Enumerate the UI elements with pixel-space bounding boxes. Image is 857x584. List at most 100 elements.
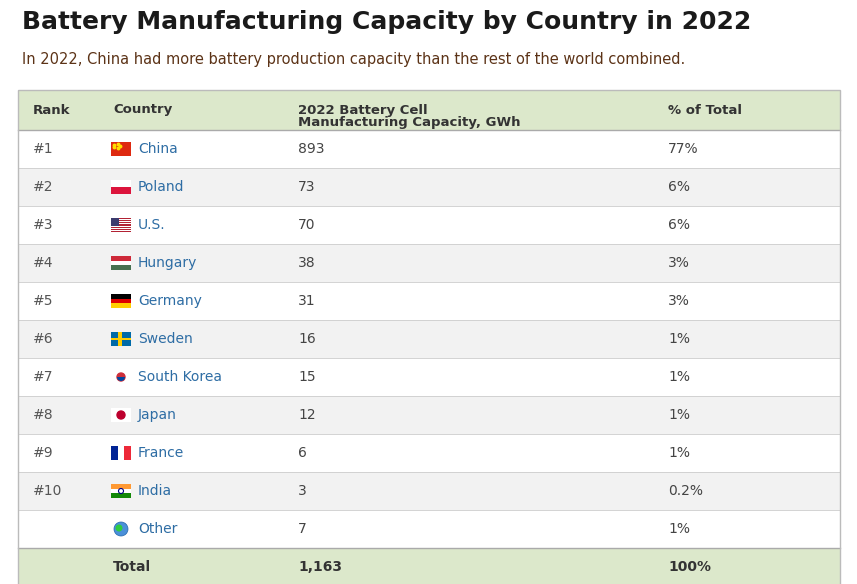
Text: 100%: 100% [668, 560, 711, 574]
Bar [18, 396, 840, 434]
Bar [111, 221, 131, 223]
Circle shape [117, 411, 125, 419]
Bar [111, 303, 131, 308]
Text: South Korea: South Korea [138, 370, 222, 384]
Text: 73: 73 [298, 180, 315, 194]
Bar [111, 298, 131, 303]
Text: 6%: 6% [668, 218, 690, 232]
Bar [111, 294, 131, 298]
Circle shape [116, 524, 123, 531]
Bar [18, 434, 840, 472]
Text: Rank: Rank [33, 103, 70, 116]
Text: China: China [138, 142, 177, 156]
Bar [18, 510, 840, 548]
Text: U.S.: U.S. [138, 218, 165, 232]
Bar [111, 223, 131, 224]
Text: #4: #4 [33, 256, 53, 270]
Bar [111, 256, 131, 260]
Text: 15: 15 [298, 370, 315, 384]
Bar [18, 90, 840, 584]
Bar [111, 218, 131, 219]
Bar [111, 230, 131, 231]
Bar [111, 370, 131, 384]
Bar [111, 187, 131, 194]
Text: Japan: Japan [138, 408, 177, 422]
Text: 2022 Battery Cell: 2022 Battery Cell [298, 104, 428, 117]
Bar [111, 219, 131, 220]
Text: Hungary: Hungary [138, 256, 197, 270]
Bar [18, 90, 840, 130]
Bar [111, 489, 131, 493]
Text: Total: Total [113, 560, 151, 574]
Text: Sweden: Sweden [138, 332, 193, 346]
Text: 16: 16 [298, 332, 315, 346]
Text: 3%: 3% [668, 294, 690, 308]
Text: Country: Country [113, 103, 172, 116]
Text: Other: Other [138, 522, 177, 536]
Bar [18, 168, 840, 206]
Bar [111, 225, 131, 227]
Text: Battery Manufacturing Capacity by Country in 2022: Battery Manufacturing Capacity by Countr… [22, 10, 752, 34]
Bar [18, 206, 840, 244]
Bar [18, 282, 840, 320]
Wedge shape [117, 377, 125, 381]
Text: #9: #9 [33, 446, 54, 460]
Text: #1: #1 [33, 142, 54, 156]
Bar [18, 472, 840, 510]
Bar [18, 130, 840, 168]
Bar [111, 260, 131, 265]
Text: 0.2%: 0.2% [668, 484, 703, 498]
Text: #5: #5 [33, 294, 53, 308]
Text: France: France [138, 446, 184, 460]
Bar [118, 332, 122, 346]
Text: 38: 38 [298, 256, 315, 270]
Bar [111, 231, 131, 232]
Text: #2: #2 [33, 180, 53, 194]
Bar [111, 227, 131, 228]
Bar [111, 493, 131, 498]
Text: 893: 893 [298, 142, 325, 156]
Bar [124, 446, 131, 460]
Text: In 2022, China had more battery production capacity than the rest of the world c: In 2022, China had more battery producti… [22, 52, 686, 67]
Circle shape [114, 522, 128, 536]
Text: #8: #8 [33, 408, 54, 422]
Text: 1%: 1% [668, 370, 690, 384]
Text: India: India [138, 484, 172, 498]
Bar [111, 142, 131, 156]
Bar [18, 358, 840, 396]
Bar [111, 265, 131, 270]
Bar [111, 408, 131, 422]
Text: Poland: Poland [138, 180, 184, 194]
Text: #10: #10 [33, 484, 63, 498]
Bar [111, 228, 131, 229]
Text: #3: #3 [33, 218, 53, 232]
Bar [111, 484, 131, 489]
Bar [111, 218, 119, 225]
Text: 6: 6 [298, 446, 307, 460]
Text: 3%: 3% [668, 256, 690, 270]
Text: 77%: 77% [668, 142, 698, 156]
Text: 3: 3 [298, 484, 307, 498]
Circle shape [117, 373, 125, 381]
Bar [111, 332, 131, 346]
Text: Manufacturing Capacity, GWh: Manufacturing Capacity, GWh [298, 116, 520, 129]
Text: Germany: Germany [138, 294, 202, 308]
Bar [18, 548, 840, 584]
Text: 7: 7 [298, 522, 307, 536]
Bar [18, 320, 840, 358]
Text: 70: 70 [298, 218, 315, 232]
Text: % of Total: % of Total [668, 103, 742, 116]
Text: 1%: 1% [668, 522, 690, 536]
Text: 12: 12 [298, 408, 315, 422]
Bar [111, 338, 131, 340]
Bar [18, 244, 840, 282]
Text: #6: #6 [33, 332, 54, 346]
Bar [111, 224, 131, 225]
Text: 6%: 6% [668, 180, 690, 194]
Text: 1%: 1% [668, 446, 690, 460]
Text: 1,163: 1,163 [298, 560, 342, 574]
Bar [111, 220, 131, 221]
Text: #7: #7 [33, 370, 53, 384]
Text: 1%: 1% [668, 332, 690, 346]
Bar [111, 180, 131, 187]
